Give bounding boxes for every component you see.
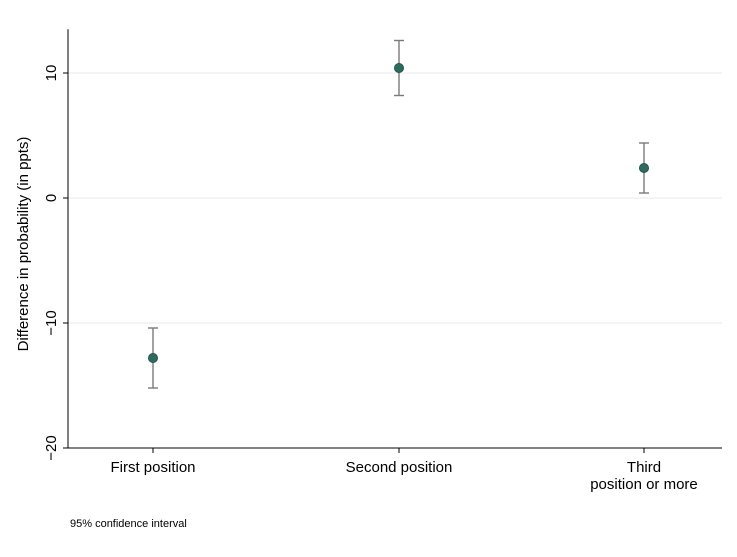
y-tick-label: −10 [43, 310, 60, 335]
data-point [639, 162, 650, 173]
y-axis: −20 −10 0 10 [43, 29, 69, 461]
y-tick-label: −20 [43, 435, 60, 460]
data-point [393, 63, 404, 74]
x-tick-label: Third position or more [590, 459, 698, 493]
y-tick-label: 0 [43, 194, 60, 202]
x-axis: First position Second position Third positi… [68, 447, 722, 493]
data-points [147, 63, 650, 363]
error-bars [148, 39, 649, 389]
y-tick-label: 10 [43, 65, 60, 82]
confidence-interval-note: 95% confidence interval [70, 518, 187, 530]
data-point [147, 352, 158, 363]
grid-lines [68, 72, 722, 449]
x-tick-label: First position [110, 459, 195, 476]
x-tick-label: Second position [346, 459, 453, 476]
y-axis-title: Difference in probability (in ppts) [15, 137, 32, 352]
